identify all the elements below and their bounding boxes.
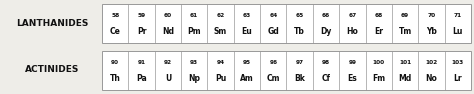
Text: Er: Er [374,27,383,36]
Text: 58: 58 [111,13,119,18]
Bar [102,51,471,90]
Text: 67: 67 [348,13,356,18]
Text: 66: 66 [322,13,330,18]
Text: Sm: Sm [214,27,227,36]
Text: Pu: Pu [215,74,226,83]
Text: Gd: Gd [267,27,279,36]
Text: 100: 100 [373,60,385,65]
Text: 60: 60 [164,13,172,18]
Text: Yb: Yb [426,27,437,36]
Text: 99: 99 [348,60,356,65]
Text: 69: 69 [401,13,409,18]
Text: Ho: Ho [346,27,358,36]
Text: Eu: Eu [242,27,252,36]
Text: 61: 61 [190,13,199,18]
Text: Dy: Dy [320,27,332,36]
Text: Am: Am [240,74,254,83]
Text: 90: 90 [111,60,119,65]
Text: Tm: Tm [399,27,412,36]
Text: 93: 93 [190,60,198,65]
Text: Pr: Pr [137,27,146,36]
Text: Pm: Pm [187,27,201,36]
Text: No: No [426,74,438,83]
Text: Th: Th [110,74,120,83]
Text: 65: 65 [296,13,304,18]
Text: 103: 103 [452,60,464,65]
Text: 98: 98 [322,60,330,65]
Text: Bk: Bk [294,74,305,83]
Text: Ce: Ce [110,27,120,36]
Text: 63: 63 [243,13,251,18]
Text: U: U [165,74,171,83]
Text: Lr: Lr [454,74,462,83]
Text: 96: 96 [269,60,277,65]
Text: Fm: Fm [372,74,385,83]
Text: ACTINIDES: ACTINIDES [25,66,79,75]
Text: Md: Md [399,74,412,83]
Text: 92: 92 [164,60,172,65]
Text: Es: Es [347,74,357,83]
Text: Lu: Lu [453,27,463,36]
Text: 91: 91 [137,60,146,65]
Text: Np: Np [188,74,200,83]
Text: 64: 64 [269,13,277,18]
Text: LANTHANIDES: LANTHANIDES [16,19,88,28]
Text: 94: 94 [217,60,225,65]
Text: Tb: Tb [294,27,305,36]
Text: 97: 97 [296,60,304,65]
Text: 102: 102 [425,60,438,65]
Bar [102,4,471,43]
Text: 62: 62 [217,13,225,18]
Text: 95: 95 [243,60,251,65]
Text: 71: 71 [454,13,462,18]
Text: Cf: Cf [321,74,330,83]
Text: 70: 70 [428,13,436,18]
Text: Pa: Pa [136,74,147,83]
Text: Cm: Cm [266,74,280,83]
Text: 59: 59 [137,13,146,18]
Text: Nd: Nd [162,27,174,36]
Text: 101: 101 [399,60,411,65]
Text: 68: 68 [374,13,383,18]
